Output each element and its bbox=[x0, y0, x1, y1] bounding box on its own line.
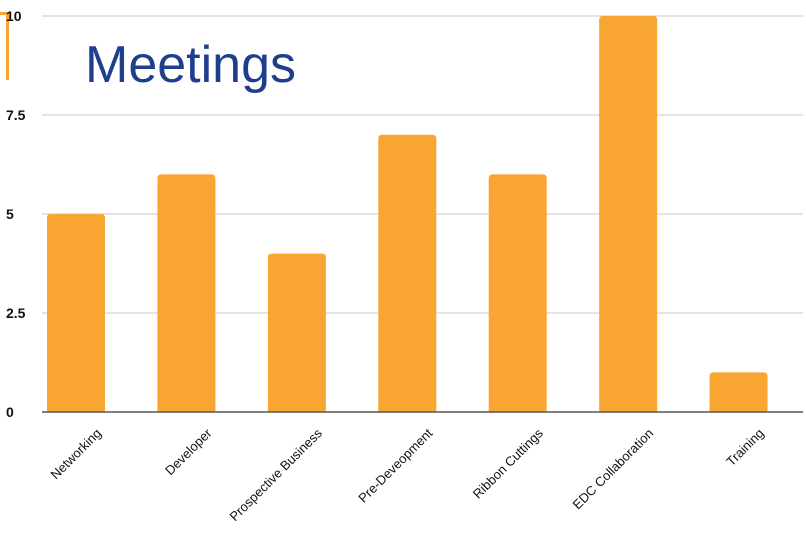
y-tick-label: 0 bbox=[6, 404, 14, 420]
bar bbox=[709, 372, 768, 412]
y-tick-label: 2.5 bbox=[6, 305, 26, 321]
y-tick-label: 10 bbox=[6, 8, 22, 24]
bar bbox=[378, 134, 437, 413]
accent-bracket bbox=[0, 12, 9, 80]
bar bbox=[47, 214, 105, 412]
y-tick-label: 5 bbox=[6, 206, 14, 222]
x-tick-label: Networking bbox=[48, 426, 105, 483]
bar bbox=[157, 174, 216, 412]
bars bbox=[47, 16, 768, 413]
x-tick-label: Pre-Deveopment bbox=[355, 425, 435, 505]
bar bbox=[267, 253, 326, 412]
x-tick-label: Ribbon Cuttings bbox=[470, 425, 546, 501]
x-tick-label: EDC Collaboration bbox=[570, 426, 657, 513]
x-tick-label: Prospective Business bbox=[226, 425, 325, 524]
y-tick-label: 7.5 bbox=[6, 107, 26, 123]
bar bbox=[599, 16, 658, 412]
bar bbox=[488, 174, 547, 412]
chart-title: Meetings bbox=[85, 36, 296, 94]
x-tick-label: Training bbox=[723, 426, 766, 469]
x-tick-label: Developer bbox=[162, 425, 215, 478]
